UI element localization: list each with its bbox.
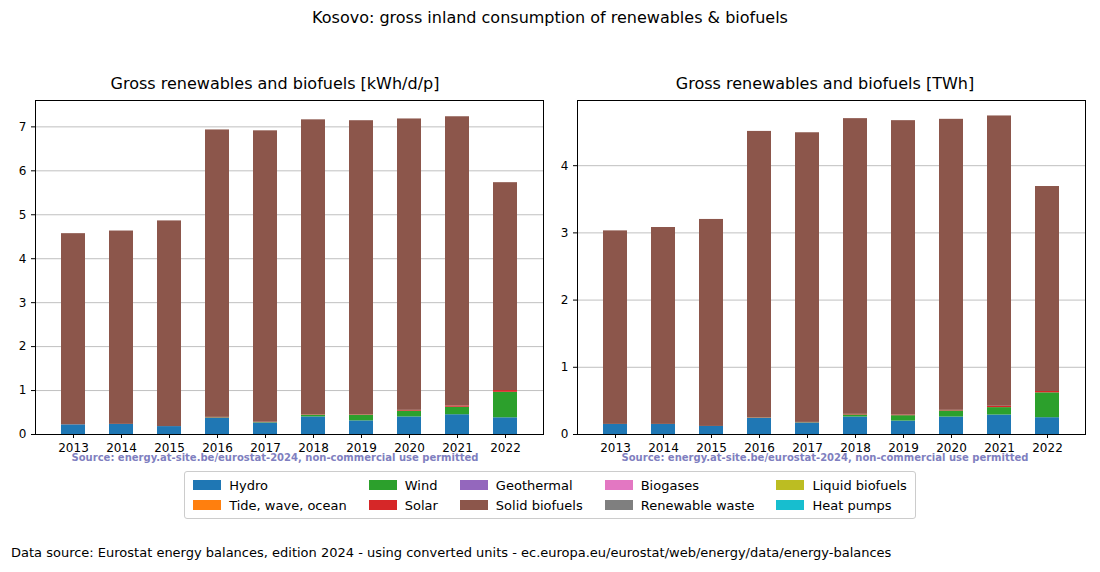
html-text:Heat pumps: Heat pumps [812, 497, 892, 513]
svg-text:0: 0 [561, 427, 569, 441]
svg-text:2017: 2017 [792, 441, 823, 455]
svg-text:1: 1 [19, 383, 27, 397]
html-text:Source: energy.at-site.be/euro: Source: energy.at-site.be/eurostat-2024,… [621, 452, 1029, 463]
html-text:Kosovo: gross inland consumpti: Kosovo: gross inland consumption of rene… [312, 8, 788, 27]
svg-text:2019: 2019 [888, 441, 919, 455]
svg-text:6: 6 [19, 164, 27, 178]
svg-text:2013: 2013 [58, 441, 89, 455]
html-text:Wind: Wind [404, 477, 438, 493]
svg-text:2014: 2014 [106, 441, 137, 455]
html-text:Solid biofuels: Solid biofuels [495, 497, 583, 513]
html-text:Source: energy.at-site.be/euro: Source: energy.at-site.be/eurostat-2024,… [71, 452, 479, 463]
svg-text:2015: 2015 [696, 441, 727, 455]
svg-text:2016: 2016 [202, 441, 233, 455]
svg-text:2: 2 [19, 339, 27, 353]
html-text:Liquid biofuels: Liquid biofuels [812, 477, 907, 493]
html-text:Tide, wave, ocean: Tide, wave, ocean [229, 497, 347, 513]
svg-text:2017: 2017 [250, 441, 281, 455]
svg-text:2019: 2019 [346, 441, 377, 455]
svg-text:2021: 2021 [442, 441, 473, 455]
svg-text:4: 4 [19, 252, 27, 266]
svg-text:3: 3 [561, 226, 569, 240]
svg-text:2020: 2020 [394, 441, 425, 455]
svg-text:2014: 2014 [648, 441, 679, 455]
svg-text:2015: 2015 [154, 441, 185, 455]
svg-text:2: 2 [561, 293, 569, 307]
svg-text:3: 3 [19, 295, 27, 309]
svg-text:2021: 2021 [984, 441, 1015, 455]
html-text:Solar: Solar [404, 497, 438, 513]
html-text:Biogases: Biogases [640, 477, 699, 493]
html-text:Gross renewables and biofuels: Gross renewables and biofuels [kWh/d/p] [110, 74, 440, 93]
svg-text:2022: 2022 [490, 441, 521, 455]
html-text:Renewable waste: Renewable waste [640, 497, 755, 513]
html-text:Geothermal: Geothermal [495, 477, 573, 493]
svg-text:1: 1 [561, 360, 569, 374]
svg-text:5: 5 [19, 208, 27, 222]
svg-text:0: 0 [19, 427, 27, 441]
svg-text:2020: 2020 [936, 441, 967, 455]
svg-text:2018: 2018 [298, 441, 329, 455]
svg-text:2022: 2022 [1032, 441, 1063, 455]
html-text:Data source: Eurostat energy b: Data source: Eurostat energy balances, e… [11, 545, 892, 560]
html-text:Hydro: Hydro [229, 477, 268, 493]
html-text:Gross renewables and biofuels: Gross renewables and biofuels [TWh] [675, 74, 975, 93]
svg-text:2018: 2018 [840, 441, 871, 455]
svg-text:2013: 2013 [600, 441, 631, 455]
svg-text:4: 4 [561, 159, 569, 173]
svg-text:2016: 2016 [744, 441, 775, 455]
svg-text:7: 7 [19, 120, 27, 134]
